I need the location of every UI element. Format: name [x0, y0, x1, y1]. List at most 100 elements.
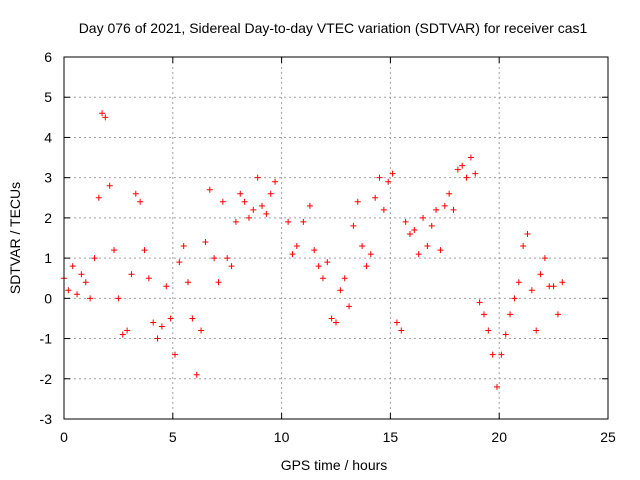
- data-point: 12.9, 0.5: [341, 275, 348, 282]
- data-point: 2.9, -0.8: [124, 327, 131, 334]
- data-point: 20.5, -0.4: [507, 311, 514, 318]
- data-point: 11.5, 1.2: [311, 247, 318, 254]
- data-point: 4.9, -0.5: [167, 315, 174, 322]
- y-tick-label: 5: [44, 89, 52, 105]
- data-point: 1, 0.4: [82, 279, 89, 286]
- data-point: 1.2, 0: [87, 295, 94, 302]
- data-point: 22.1, 1: [541, 255, 548, 262]
- data-point: 10.5, 1.1: [289, 251, 296, 258]
- data-point: 9.7, 2.9: [272, 178, 279, 185]
- data-point: 18.9, 3.1: [472, 170, 479, 177]
- data-point: 16.5, 2: [420, 214, 427, 221]
- data-point: 0.2, 0.2: [65, 287, 72, 294]
- data-point: 17.3, 1.2: [437, 247, 444, 254]
- data-point: 19.9, -2.2: [494, 383, 501, 390]
- data-point: 5.9, -0.5: [189, 315, 196, 322]
- data-point: 15.5, -0.8: [398, 327, 405, 334]
- data-point: 16.7, 1.3: [424, 243, 431, 250]
- plot-frame: [63, 56, 609, 420]
- data-point: 18.3, 3.3: [459, 162, 466, 169]
- data-point: 9.5, 2.6: [267, 190, 274, 197]
- data-point: 6.9, 1: [211, 255, 218, 262]
- data-points: 0, 0.50.2, 0.20.4, 0.80.6, 0.10.8, 0.61,…: [61, 110, 566, 390]
- x-tick-label: 25: [600, 429, 616, 445]
- data-point: 22.5, 0.3: [550, 283, 557, 290]
- data-point: 0.4, 0.8: [69, 263, 76, 270]
- data-point: 20.1, -1.4: [498, 351, 505, 358]
- data-point: 16.1, 1.7: [411, 226, 418, 233]
- data-point: 18.7, 3.5: [467, 154, 474, 161]
- data-point: 15.1, 3.1: [389, 170, 396, 177]
- data-point: 16.9, 1.8: [428, 222, 435, 229]
- data-point: 12.1, 0.9: [324, 259, 331, 266]
- data-point: 0.8, 0.6: [78, 271, 85, 278]
- data-point: 17.9, 2.2: [450, 206, 457, 213]
- data-point: 6.3, -0.8: [198, 327, 205, 334]
- data-point: 0.6, 0.1: [74, 291, 81, 298]
- y-tick-label: 6: [44, 49, 52, 65]
- data-point: 7.1, 0.4: [215, 279, 222, 286]
- y-tick-label: 0: [44, 290, 52, 306]
- x-tick-label: 20: [491, 429, 507, 445]
- data-point: 9.3, 2.1: [263, 210, 270, 217]
- data-point: 21.5, 0.2: [528, 287, 535, 294]
- data-point: 17.1, 2.2: [433, 206, 440, 213]
- x-tick-label: 15: [383, 429, 399, 445]
- data-point: 12.7, 0.2: [337, 287, 344, 294]
- data-point: 21.1, 1.3: [520, 243, 527, 250]
- data-point: 2.5, 0: [115, 295, 122, 302]
- data-point: 13.7, 1.3: [359, 243, 366, 250]
- data-point: 8.3, 2.4: [241, 198, 248, 205]
- data-point: 6.5, 1.4: [202, 239, 209, 246]
- data-point: 10.3, 1.9: [285, 218, 292, 225]
- data-point: 19.7, -1.4: [489, 351, 496, 358]
- data-point: 5.3, 0.9: [176, 259, 183, 266]
- data-point: 21.3, 1.6: [524, 230, 531, 237]
- data-point: 9.1, 2.3: [259, 202, 266, 209]
- data-point: 12.5, -0.6: [333, 319, 339, 326]
- data-point: 7.3, 2.4: [219, 198, 226, 205]
- data-point: 2.3, 1.2: [111, 247, 118, 254]
- data-point: 18.1, 3.2: [454, 166, 461, 173]
- data-point: 20.3, -0.9: [502, 331, 509, 338]
- data-point: 14.1, 1.1: [367, 251, 374, 258]
- data-point: 11.3, 2.3: [306, 202, 313, 209]
- data-point: 3.7, 1.2: [141, 247, 148, 254]
- data-point: 19.5, -0.8: [485, 327, 492, 334]
- data-point: 14.9, 2.9: [385, 178, 392, 185]
- data-point: 13.3, 1.8: [350, 222, 357, 229]
- x-axis-label: GPS time / hours: [281, 457, 388, 473]
- data-point: 15.9, 1.6: [406, 230, 413, 237]
- y-axis-ticks: -3 -2 -1 0 1 2 3 4 5 6: [40, 49, 608, 427]
- data-point: 22.7, -0.4: [554, 311, 561, 318]
- y-axis-label: SDTVAR / TECUs: [7, 182, 23, 294]
- data-point: 4.1, -0.6: [150, 319, 157, 326]
- data-point: 14.7, 2.2: [380, 206, 387, 213]
- data-point: 7.9, 1.9: [232, 218, 239, 225]
- data-point: 4.3, -1: [154, 335, 161, 342]
- data-point: 8.7, 2.2: [250, 206, 257, 213]
- y-tick-label: -3: [40, 411, 53, 427]
- data-point: 2.1, 2.8: [106, 182, 113, 189]
- x-tick-label: 0: [60, 429, 68, 445]
- data-point: 3.9, 0.5: [145, 275, 152, 282]
- data-point: 22.9, 0.4: [559, 279, 566, 286]
- data-point: 8.5, 2: [245, 214, 252, 221]
- data-point: 6.7, 2.7: [206, 186, 213, 193]
- data-point: 21.7, -0.8: [533, 327, 540, 334]
- data-point: 5.1, -1.4: [171, 351, 178, 358]
- data-point: 18.5, 3: [463, 174, 470, 181]
- x-tick-label: 5: [169, 429, 177, 445]
- data-point: 4.7, 0.3: [163, 283, 170, 290]
- data-point: 2.7, -0.9: [119, 331, 126, 338]
- data-point: 1.9, 4.5: [102, 114, 109, 121]
- data-point: 8.9, 3: [254, 174, 261, 181]
- data-point: 1.4, 1: [91, 255, 98, 262]
- data-point: 3.5, 2.4: [137, 198, 144, 205]
- data-point: 5.5, 1.3: [180, 243, 187, 250]
- data-point: 1.6, 2.5: [95, 194, 102, 201]
- data-point: 17.7, 2.6: [446, 190, 453, 197]
- data-point: 15.3, -0.6: [393, 319, 400, 326]
- data-point: 14.5, 3: [376, 174, 383, 181]
